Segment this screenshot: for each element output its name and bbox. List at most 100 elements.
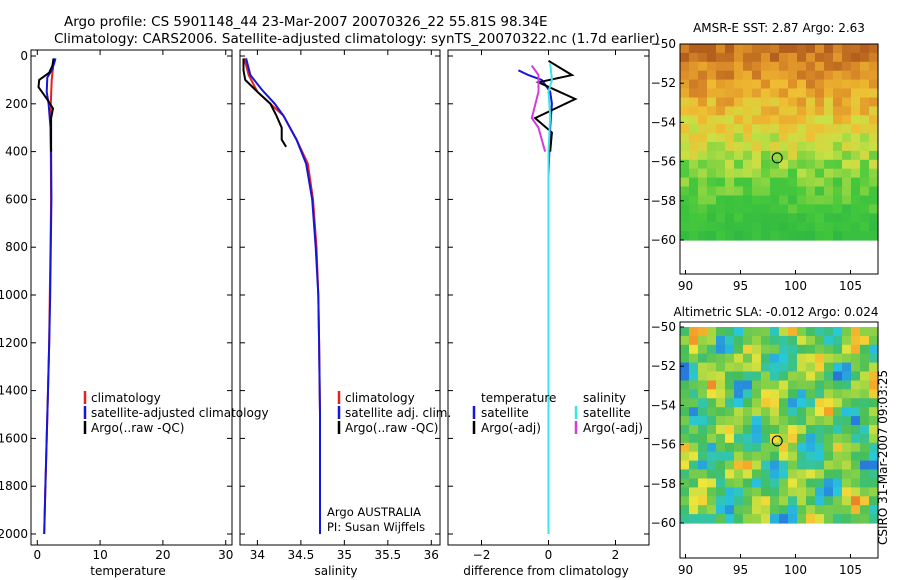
map-cell [752,505,762,515]
map-cell [842,442,852,453]
map-cell [707,433,717,444]
map-cell [860,433,870,444]
map-cell [761,478,771,488]
map-cell [797,335,807,346]
map-cell [797,344,807,355]
map-cell [734,478,744,488]
map-cell [698,407,708,417]
map-cell [761,159,771,170]
map-cell [788,168,798,179]
map-cell [770,344,780,355]
map-cell [797,425,807,435]
map-cell [851,327,861,337]
map-cell [869,159,879,170]
map-cell [824,478,834,488]
map-cell [788,204,798,214]
series-temperature-argo-adj- [533,59,578,152]
map-cell [851,177,861,188]
map-cell [770,433,780,444]
map-xtick-label: 105 [839,279,862,293]
map-cell [680,70,690,81]
map-cell [842,115,852,125]
map-cell [824,97,834,107]
map-cell [860,195,870,205]
map-cell [680,327,690,337]
map-cell [716,353,726,364]
sla-map-panel: Altimetric SLA: -0.012 Argo: 0.024 −50 −5… [651,305,879,577]
map-cell [689,487,699,497]
map-cell [725,150,735,161]
map-cell [689,88,699,98]
map-cell [761,79,771,90]
map-cell [698,186,708,196]
map-cell [743,115,753,125]
map-cell [734,371,744,381]
map-cell [770,487,780,497]
ytick-label: 1800 [0,479,28,493]
map-cell [734,407,744,417]
map-cell [752,460,762,471]
map-cell [770,124,780,134]
map-cell [698,133,708,143]
map-xtick-label: 100 [784,563,807,577]
map-cell [743,460,753,471]
map-cell [824,371,834,381]
map-cell [707,106,717,116]
map-cell [797,159,807,170]
map-cell [770,142,780,152]
map-cell [716,442,726,453]
map-cell [689,327,699,337]
map-cell [815,195,825,205]
map-cell [806,460,816,471]
map-cell [734,222,744,232]
map-cell [824,70,834,81]
map-cell [797,70,807,81]
map-cell [797,133,807,143]
map-cell [680,433,690,444]
map-cell [761,407,771,417]
map-cell [797,106,807,116]
series-salinity-argo-adj- [530,65,547,152]
map-cell [824,433,834,444]
map-cell [842,204,852,214]
map-cell [806,344,816,355]
map-cell [842,389,852,399]
map-cell [815,222,825,232]
map-cell [716,487,726,497]
map-cell [770,195,780,205]
map-cell [680,460,690,471]
map-cell [833,469,843,479]
map-cell [770,88,780,98]
map-cell [689,106,699,116]
map-cell [860,204,870,214]
map-cell [698,213,708,223]
sst-map-title: AMSR-E SST: 2.87 Argo: 2.63 [693,21,865,35]
map-cell [815,177,825,188]
sla-map-axes [679,321,879,559]
map-cell [725,168,735,179]
map-cell [698,195,708,205]
map-cell [698,79,708,90]
map-cell [752,433,762,444]
map-cell [842,425,852,435]
map-cell [824,425,834,435]
map-cell [752,371,762,381]
legend-label-sal-argo: Argo(-adj) [583,421,643,435]
map-cell [842,505,852,515]
map-cell [824,389,834,399]
map-cell [779,106,789,116]
map-ytick-label: −58 [651,477,676,491]
map-cell [734,195,744,205]
map-cell [716,124,726,134]
map-cell [833,425,843,435]
map-cell [698,433,708,444]
map-xtick-label: 95 [733,279,748,293]
map-xtick-label: 90 [678,563,693,577]
map-cell [860,389,870,399]
map-ytick-label: −56 [651,155,676,169]
map-cell [851,159,861,170]
map-cell [734,88,744,98]
map-cell [869,380,879,390]
map-cell [770,451,780,462]
map-cell [734,115,744,125]
